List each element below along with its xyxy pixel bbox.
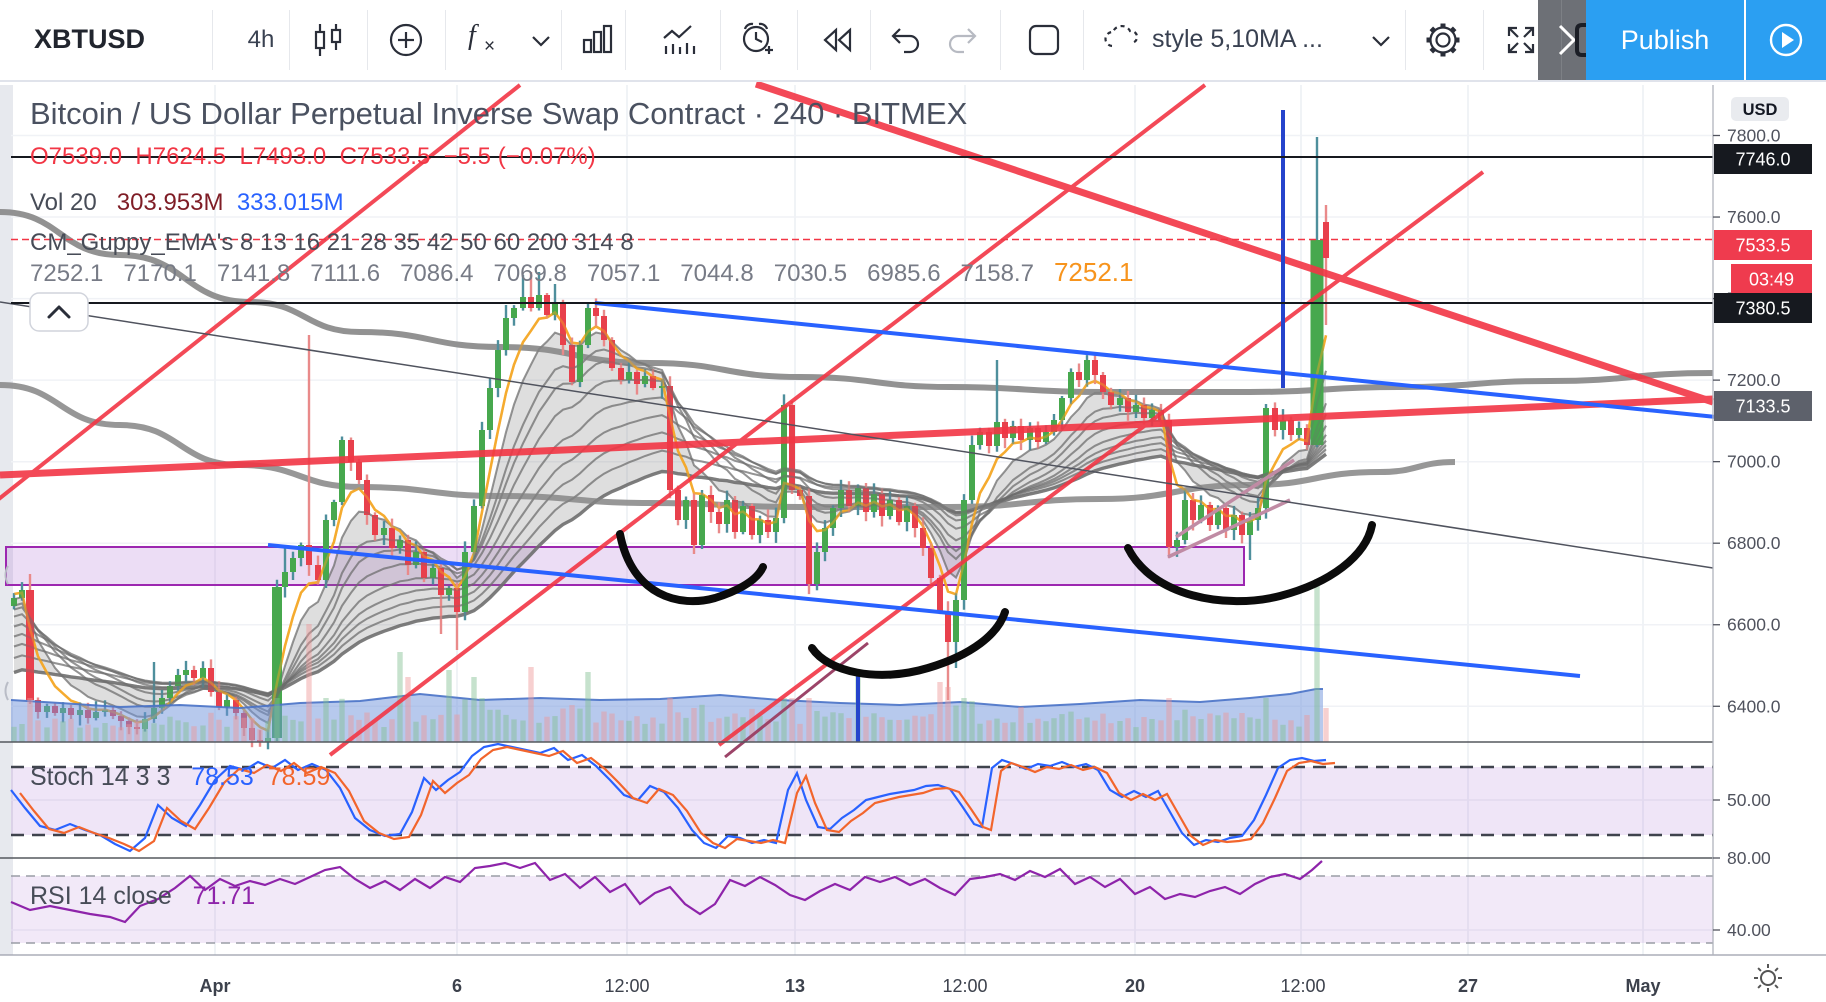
svg-text:7200.0: 7200.0 (1727, 370, 1781, 390)
svg-text:7746.0: 7746.0 (1735, 150, 1790, 170)
svg-text:12:00: 12:00 (942, 976, 987, 996)
svg-text:CM_Guppy_EMA's 8 13 16 21 28 3: CM_Guppy_EMA's 8 13 16 21 28 35 42 50 60… (30, 229, 634, 256)
svg-text:Apr: Apr (200, 976, 231, 996)
svg-text:7133.5: 7133.5 (1735, 397, 1790, 417)
svg-text:20: 20 (1125, 976, 1145, 996)
svg-text:7380.5: 7380.5 (1735, 299, 1790, 319)
svg-text:RSI 14 close 71.71: RSI 14 close 71.71 (30, 882, 255, 910)
svg-text:7252.1 7170.1 7141.8 711: 7252.1 7170.1 7141.8 7111.6 7086.4 7069.… (30, 257, 1133, 287)
svg-text:6400.0: 6400.0 (1727, 696, 1781, 716)
svg-text:7800.0: 7800.0 (1727, 126, 1781, 146)
svg-text:Vol 20 303.953M 333.015M: Vol 20 303.953M 333.015M (30, 189, 344, 216)
svg-text:7600.0: 7600.0 (1727, 207, 1781, 227)
svg-text:Stoch 14 3 3 78.53 78.59: Stoch 14 3 3 78.53 78.59 (30, 763, 330, 791)
svg-text:13: 13 (785, 976, 805, 996)
svg-text:7533.5: 7533.5 (1735, 236, 1790, 256)
svg-text:6600.0: 6600.0 (1727, 615, 1781, 635)
svg-text:03:49: 03:49 (1749, 270, 1794, 290)
svg-text:6: 6 (452, 976, 462, 996)
svg-text:40.00: 40.00 (1727, 920, 1771, 940)
svg-text:USD: USD (1743, 101, 1778, 119)
svg-text:27: 27 (1458, 976, 1478, 996)
svg-text:50.00: 50.00 (1727, 790, 1771, 810)
svg-text:12:00: 12:00 (604, 976, 649, 996)
svg-text:7000.0: 7000.0 (1727, 452, 1781, 472)
svg-text:12:00: 12:00 (1280, 976, 1325, 996)
svg-text:Bitcoin / US Dollar Perpetual: Bitcoin / US Dollar Perpetual Inverse Sw… (30, 96, 968, 131)
svg-text:80.00: 80.00 (1727, 848, 1771, 868)
svg-text:6800.0: 6800.0 (1727, 533, 1781, 553)
svg-text:O7539.0 H7624.5 L7493.0 C75: O7539.0 H7624.5 L7493.0 C7533.5 −5.5 (−0… (30, 143, 596, 170)
svg-text:May: May (1625, 976, 1660, 996)
